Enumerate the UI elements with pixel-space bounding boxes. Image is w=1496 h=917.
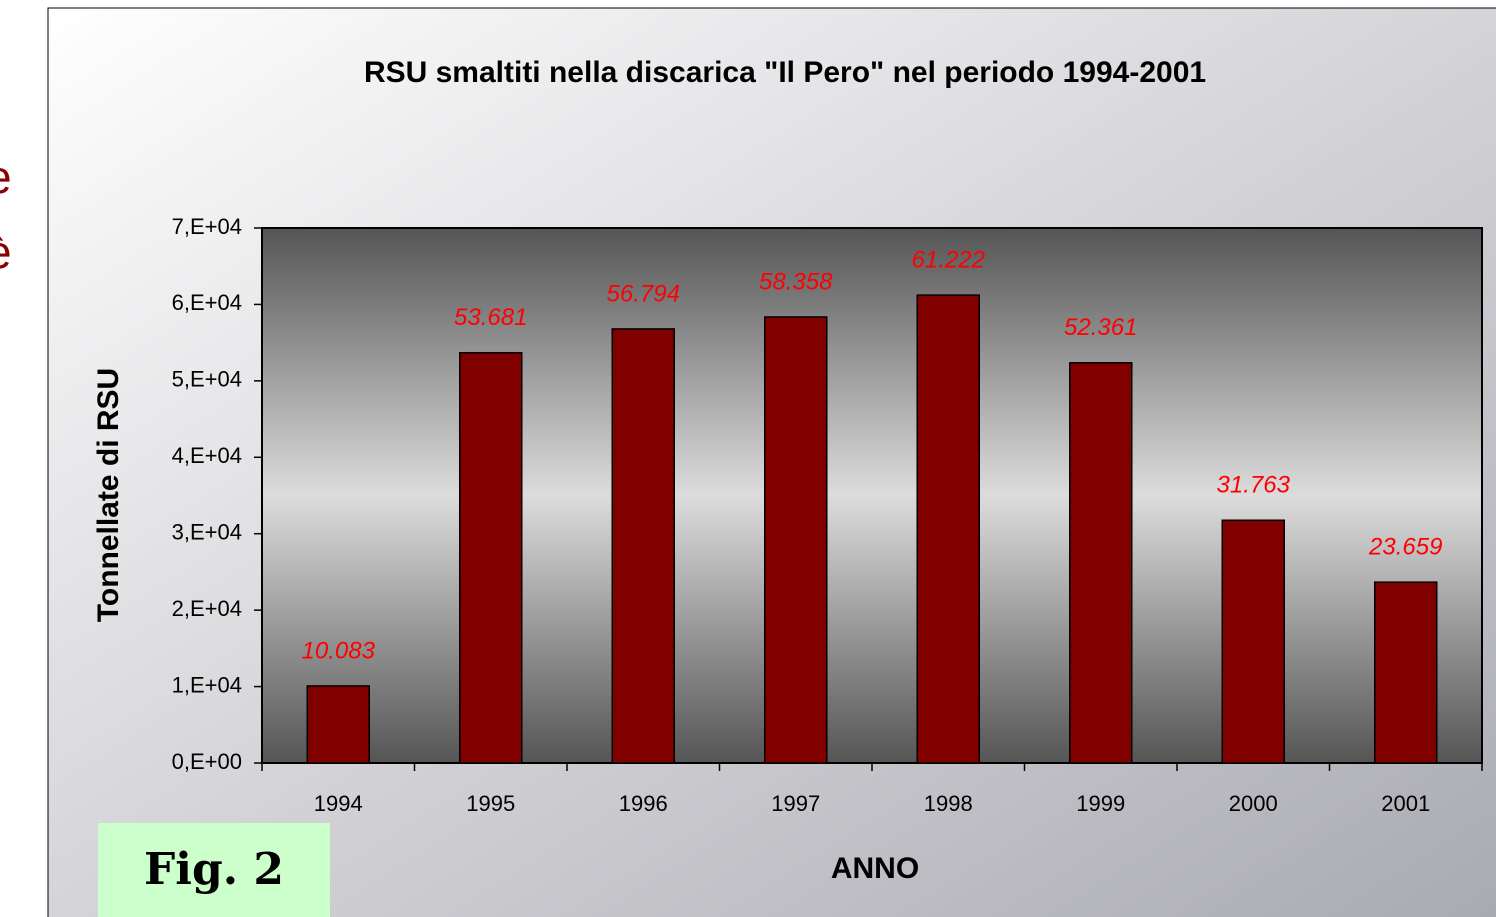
data-label: 31.763 <box>1217 472 1291 499</box>
y-tick-label: 0,E+00 <box>172 749 242 774</box>
x-tick-label: 1995 <box>466 791 515 816</box>
plot-area <box>261 227 1483 764</box>
bar <box>1221 519 1285 764</box>
data-label: 53.681 <box>454 304 527 331</box>
bar <box>306 685 370 764</box>
figure-label: Fig. 2 <box>98 823 330 917</box>
y-axis-title: Tonnellate di RSU <box>92 368 125 622</box>
chart-title: RSU smaltiti nella discarica "Il Pero" n… <box>363 56 1207 89</box>
bar <box>611 328 675 764</box>
x-tick-label: 1997 <box>771 791 820 816</box>
x-tick-label: 2000 <box>1229 791 1278 816</box>
data-label: 61.222 <box>912 246 985 273</box>
data-label: 10.083 <box>302 637 376 664</box>
data-label: 58.358 <box>759 268 833 295</box>
y-tick-label: 4,E+04 <box>172 443 242 468</box>
bar <box>916 294 980 764</box>
bar <box>459 351 523 764</box>
y-tick-label: 3,E+04 <box>172 520 242 545</box>
side-text: è <box>0 225 12 279</box>
data-label: 23.659 <box>1368 534 1442 561</box>
y-tick-label: 2,E+04 <box>172 596 242 621</box>
y-tick-label: 5,E+04 <box>172 367 242 392</box>
data-label: 52.361 <box>1064 314 1137 341</box>
bar <box>764 316 828 764</box>
x-tick-label: 2001 <box>1381 791 1430 816</box>
y-tick-label: 6,E+04 <box>172 290 242 315</box>
bar <box>1374 581 1438 764</box>
data-label: 56.794 <box>607 280 680 307</box>
x-tick-label: 1999 <box>1076 791 1125 816</box>
side-text: e <box>0 150 12 204</box>
x-axis-title: ANNO <box>831 852 919 885</box>
y-tick-label: 7,E+04 <box>172 214 242 239</box>
x-tick-label: 1994 <box>314 791 363 816</box>
x-tick-label: 1998 <box>924 791 973 816</box>
x-tick-label: 1996 <box>619 791 668 816</box>
bar <box>1069 362 1133 764</box>
y-tick-label: 1,E+04 <box>172 672 242 697</box>
